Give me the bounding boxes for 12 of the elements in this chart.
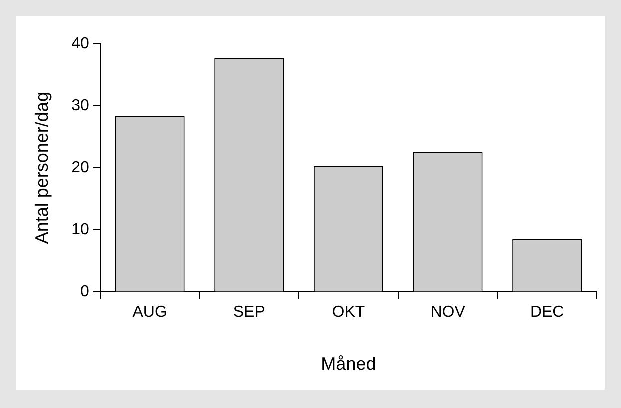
y-tick-label: 10 — [72, 222, 90, 239]
x-tick-label: DEC — [530, 304, 564, 322]
y-tick-label: 30 — [72, 97, 90, 114]
y-tick-label: 0 — [80, 284, 90, 301]
y-axis-title: Antal personer/dag — [32, 92, 52, 244]
x-tick-label: NOV — [430, 304, 466, 322]
y-tick-label: 20 — [72, 160, 90, 177]
x-tick-label: AUG — [132, 304, 168, 322]
x-axis-title: Måned — [321, 354, 376, 374]
y-tick-label: 40 — [72, 35, 90, 52]
x-tick-label: OKT — [332, 304, 366, 322]
x-tick-label: SEP — [233, 304, 266, 322]
